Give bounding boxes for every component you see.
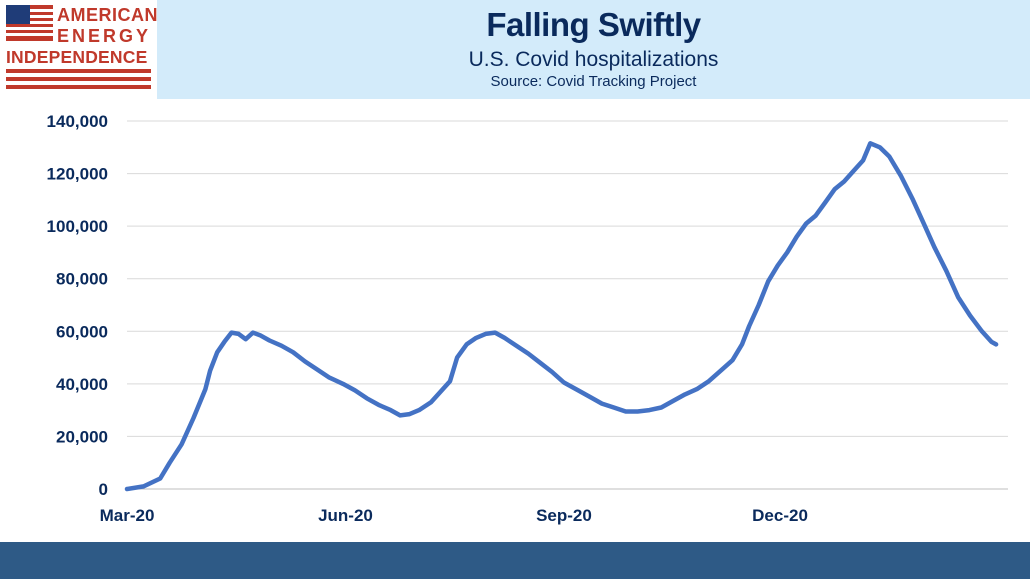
us-flag-icon	[6, 5, 53, 41]
y-tick-label: 40,000	[56, 375, 108, 394]
series-line-hospitalizations	[124, 141, 999, 492]
y-tick-label: 0	[99, 480, 108, 499]
x-tick-label: Dec-20	[752, 506, 808, 525]
header-band	[157, 0, 1030, 99]
x-tick-label: Jun-20	[318, 506, 373, 525]
y-tick-label: 120,000	[47, 165, 108, 184]
logo-line-2: ENERGY	[57, 26, 152, 46]
y-tick-label: 100,000	[47, 217, 108, 236]
x-tick-label: Sep-20	[536, 506, 592, 525]
logo: AMERICAN ENERGY INDEPENDENCE	[0, 0, 158, 99]
chart-subtitle: U.S. Covid hospitalizations	[468, 48, 719, 71]
y-tick-label: 140,000	[47, 112, 108, 131]
x-tick-label: Mar-20	[100, 506, 155, 525]
line-chart: 0 20,000 40,000 60,000 80,000 100,000 120,000 1…	[47, 112, 1008, 525]
logo-line-3: INDEPENDENCE	[6, 47, 148, 67]
y-tick-label: 80,000	[56, 270, 108, 289]
logo-line-1: AMERICAN	[57, 5, 158, 25]
footer-band	[0, 542, 1030, 579]
source-note: Source: Covid Tracking Project	[490, 73, 697, 90]
y-tick-label: 20,000	[56, 427, 108, 446]
y-tick-label: 60,000	[56, 322, 108, 341]
chart-title: Falling Swiftly	[486, 6, 701, 43]
